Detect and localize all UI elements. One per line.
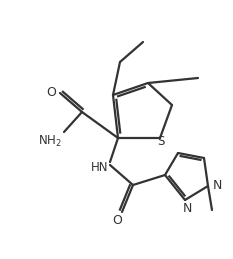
Text: N: N — [182, 203, 192, 215]
Text: NH$_2$: NH$_2$ — [38, 133, 62, 149]
Text: O: O — [46, 85, 56, 98]
Text: S: S — [157, 134, 165, 147]
Text: O: O — [112, 214, 122, 227]
Text: N: N — [212, 178, 222, 191]
Text: HN: HN — [91, 161, 109, 174]
